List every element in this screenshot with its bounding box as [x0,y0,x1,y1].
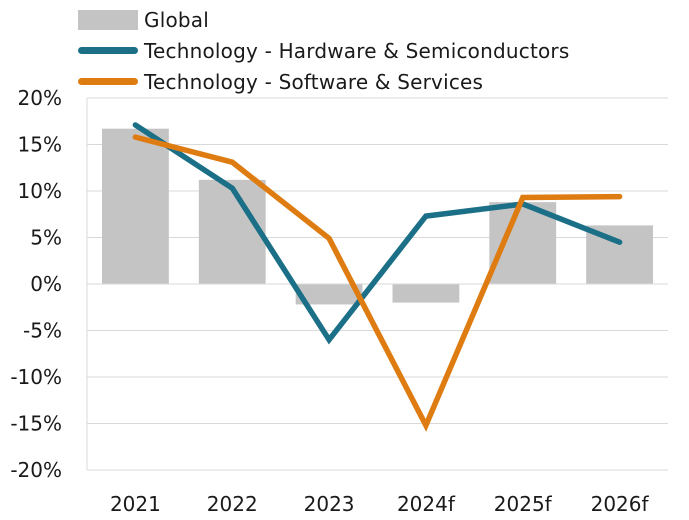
line-software [132,134,623,432]
x-tick-label: 2026f [591,492,650,516]
y-tick-label: -10% [10,365,62,389]
x-tick-label: 2024f [397,492,456,516]
legend-swatch-global [78,9,138,30]
bar-global [392,284,460,303]
x-tick-label: 2021 [110,492,161,516]
legend-item-software: Technology - Software & Services [78,66,569,97]
y-tick-label: 20% [18,86,62,110]
line-hardware [132,122,623,345]
legend-label-hardware: Technology - Hardware & Semiconductors [144,38,570,63]
y-tick-label: -15% [10,412,62,436]
bar-global [198,179,266,284]
x-tick-label: 2025f [494,492,553,516]
legend-item-global: Global [78,4,569,35]
y-tick-label: 15% [18,133,62,157]
x-tick-label: 2023 [304,492,355,516]
legend-label-software: Technology - Software & Services [144,69,484,94]
y-tick-label: 0% [30,272,62,296]
legend-item-hardware: Technology - Hardware & Semiconductors [78,35,569,66]
chart-legend: Global Technology - Hardware & Semicondu… [78,4,569,97]
legend-label-global: Global [144,7,209,32]
legend-swatch-software [78,78,138,85]
y-tick-label: 10% [18,179,62,203]
bar-global [102,128,169,284]
legend-swatch-hardware [78,47,138,54]
y-tick-label: -20% [10,458,62,482]
y-tick-label: -5% [23,319,62,343]
bar-global [295,284,363,305]
y-tick-label: 5% [30,226,62,250]
x-tick-label: 2022 [207,492,258,516]
